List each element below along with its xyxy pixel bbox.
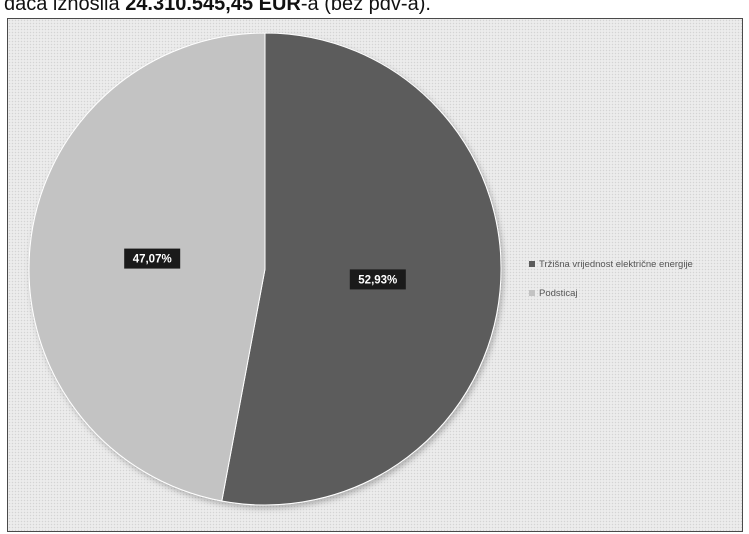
caption-amount: 24.310.545,45 EUR <box>125 0 301 15</box>
legend-item-2: Podsticaj <box>529 285 693 301</box>
pie-data-label-2: 47,07% <box>124 248 181 269</box>
pie-data-labels: 52,93% 47,07% <box>124 248 406 290</box>
data-label-text: 47,07% <box>133 254 172 266</box>
data-label-text: 52,93% <box>358 274 397 286</box>
legend-label: Tržišna vrijednost električne energije <box>539 258 693 270</box>
chart-area: 52,93% 47,07% Tržišna vrijednost električ… <box>7 18 743 532</box>
data-label-box <box>349 269 406 290</box>
data-label-box <box>124 248 181 269</box>
pie-slice-1 <box>221 32 502 506</box>
pie-data-label-1: 52,93% <box>349 269 406 290</box>
pie-slices <box>28 32 502 506</box>
legend-swatch <box>529 290 535 296</box>
legend-label: Podsticaj <box>539 287 578 299</box>
caption-prefix: đača iznosila <box>4 0 126 15</box>
caption-text: đača iznosila 24.310.545,45 EUR-a (bez p… <box>4 0 431 17</box>
pie-chart: 52,93% 47,07% <box>28 32 502 506</box>
caption-suffix: -a (bez pdv-a). <box>300 0 431 15</box>
legend-item-1: Tržišna vrijednost električne energije <box>529 256 693 272</box>
chart-legend: Tržišna vrijednost električne energije Po… <box>529 256 693 314</box>
legend-swatch <box>529 261 535 267</box>
